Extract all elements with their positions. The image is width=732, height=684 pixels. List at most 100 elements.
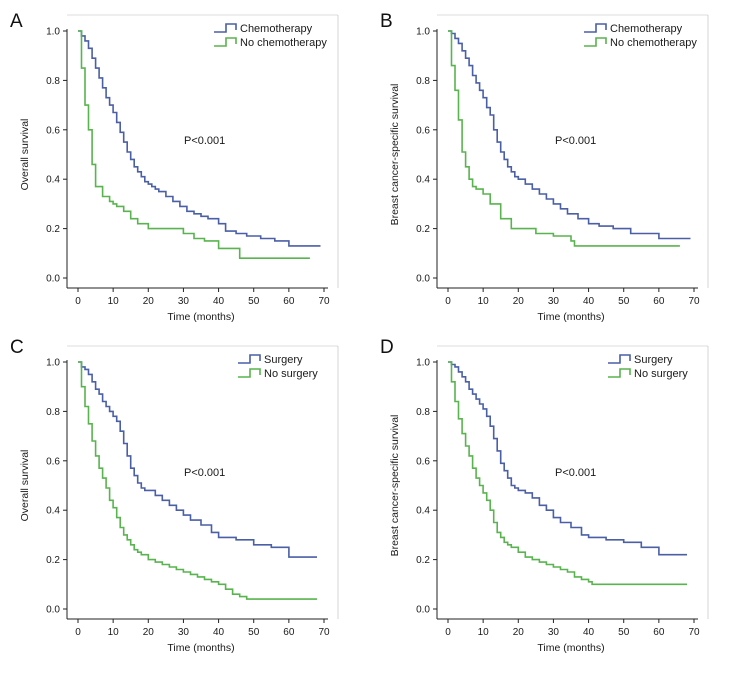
- y-tick-label: 0.6: [46, 125, 60, 136]
- y-tick-label: 0.8: [416, 407, 430, 418]
- legend-swatch: [608, 368, 631, 378]
- x-tick-label: 20: [143, 627, 155, 638]
- y-tick-label: 0.0: [46, 274, 60, 285]
- y-tick-label: 0.0: [416, 605, 430, 616]
- x-tick-label: 50: [248, 627, 260, 638]
- y-tick-label: 0.4: [416, 506, 430, 517]
- y-tick-label: 1.0: [416, 27, 430, 38]
- x-tick-label: 70: [688, 627, 700, 638]
- x-tick-label: 70: [318, 627, 330, 638]
- legend-label: No surgery: [264, 368, 318, 380]
- x-tick-label: 60: [283, 296, 295, 307]
- km-curve-untreated: [78, 361, 317, 600]
- y-tick-label: 0.0: [416, 274, 430, 285]
- x-tick-label: 30: [178, 296, 190, 307]
- y-tick-label: 0.8: [46, 76, 60, 87]
- y-tick-label: 0.2: [46, 224, 60, 235]
- chart-panel-a: A 0.0 0.2 0.4 0.6 0.8 1.0 0 10 20 30 40 50 60 70 Time (…: [10, 11, 339, 323]
- legend-label: Chemotherapy: [610, 23, 683, 35]
- legend-label: Surgery: [264, 354, 303, 366]
- x-tick-label: 10: [108, 627, 120, 638]
- legend-swatch: [214, 23, 237, 33]
- legend-swatch: [238, 368, 261, 378]
- x-axis-title: Time (months): [537, 311, 604, 323]
- legend-swatch: [238, 354, 261, 364]
- x-axis-title: Time (months): [167, 311, 234, 323]
- y-tick-label: 1.0: [46, 358, 60, 369]
- km-curve-untreated: [78, 30, 310, 259]
- legend-label: No surgery: [634, 368, 688, 380]
- y-tick-label: 0.4: [416, 175, 430, 186]
- km-curve-treated: [448, 30, 691, 240]
- x-tick-label: 30: [548, 296, 560, 307]
- km-curve-treated: [78, 30, 321, 247]
- x-tick-label: 40: [213, 296, 225, 307]
- y-tick-label: 0.2: [416, 555, 430, 566]
- legend-swatch: [214, 37, 237, 47]
- panel-letter-b: B: [380, 11, 393, 32]
- x-tick-label: 30: [548, 627, 560, 638]
- legend-swatch: [608, 354, 631, 364]
- y-axis-title: Overall survival: [19, 450, 31, 522]
- x-tick-label: 0: [75, 627, 81, 638]
- y-axis-title: Breast cancer-specific survival: [389, 84, 401, 226]
- y-tick-label: 0.0: [46, 605, 60, 616]
- legend-label: Surgery: [634, 354, 673, 366]
- y-tick-label: 0.8: [46, 407, 60, 418]
- x-tick-label: 0: [445, 627, 451, 638]
- legend-label: No chemotherapy: [610, 37, 697, 49]
- x-tick-label: 60: [283, 627, 295, 638]
- legend-swatch: [584, 23, 607, 33]
- y-tick-label: 0.2: [416, 224, 430, 235]
- x-tick-label: 10: [108, 296, 120, 307]
- y-tick-label: 0.4: [46, 506, 60, 517]
- x-tick-label: 50: [618, 627, 630, 638]
- p-value-annotation: P<0.001: [555, 135, 596, 147]
- y-tick-label: 0.2: [46, 555, 60, 566]
- x-axis-title: Time (months): [167, 642, 234, 654]
- x-axis-title: Time (months): [537, 642, 604, 654]
- chart-panel-d: D 0.0 0.2 0.4 0.6 0.8 1.0 0 10 20 30 40 50 60 70 Time (…: [380, 337, 709, 654]
- x-tick-label: 0: [445, 296, 451, 307]
- chart-panel-c: C 0.0 0.2 0.4 0.6 0.8 1.0 0 10 20 30 40 50 60 70 Time (…: [10, 337, 339, 654]
- km-curve-untreated: [448, 361, 687, 586]
- x-tick-label: 60: [653, 627, 665, 638]
- x-tick-label: 50: [618, 296, 630, 307]
- x-tick-label: 50: [248, 296, 260, 307]
- chart-panel-b: B 0.0 0.2 0.4 0.6 0.8 1.0 0 10 20 30 40 50 60 70 Time (…: [380, 11, 709, 323]
- panel-letter-d: D: [380, 337, 394, 358]
- x-tick-label: 0: [75, 296, 81, 307]
- x-tick-label: 40: [583, 627, 595, 638]
- km-curve-treated: [448, 361, 687, 556]
- y-tick-label: 0.6: [416, 456, 430, 467]
- y-tick-label: 0.4: [46, 175, 60, 186]
- y-tick-label: 0.6: [46, 456, 60, 467]
- x-tick-label: 10: [478, 296, 490, 307]
- p-value-annotation: P<0.001: [184, 467, 225, 479]
- p-value-annotation: P<0.001: [555, 467, 596, 479]
- y-axis-title: Breast cancer-specific survival: [389, 415, 401, 557]
- km-curve-treated: [78, 361, 317, 558]
- panel-letter-a: A: [10, 11, 23, 32]
- x-tick-label: 20: [513, 296, 525, 307]
- panel-letter-c: C: [10, 337, 24, 358]
- x-tick-label: 20: [513, 627, 525, 638]
- x-tick-label: 70: [688, 296, 700, 307]
- x-tick-label: 40: [583, 296, 595, 307]
- legend-label: Chemotherapy: [240, 23, 313, 35]
- x-tick-label: 70: [318, 296, 330, 307]
- y-tick-label: 1.0: [46, 27, 60, 38]
- km-curve-untreated: [448, 30, 680, 247]
- y-axis-title: Overall survival: [19, 119, 31, 191]
- x-tick-label: 60: [653, 296, 665, 307]
- y-tick-label: 0.6: [416, 125, 430, 136]
- x-tick-label: 20: [143, 296, 155, 307]
- legend-swatch: [584, 37, 607, 47]
- y-tick-label: 0.8: [416, 76, 430, 87]
- legend-label: No chemotherapy: [240, 37, 327, 49]
- x-tick-label: 10: [478, 627, 490, 638]
- x-tick-label: 40: [213, 627, 225, 638]
- y-tick-label: 1.0: [416, 358, 430, 369]
- x-tick-label: 30: [178, 627, 190, 638]
